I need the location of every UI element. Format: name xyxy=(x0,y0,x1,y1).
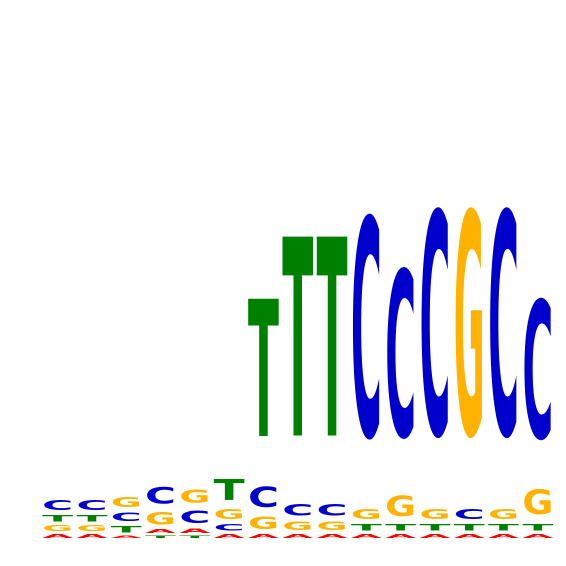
logo-letter-a: A xyxy=(248,533,279,539)
logo-letter-t: T xyxy=(111,524,143,535)
logo-letter-c: C xyxy=(179,507,210,527)
logo-letter-g: G xyxy=(351,507,382,522)
logo-letter-t: T xyxy=(351,522,383,533)
logo-letter-g: G xyxy=(454,152,485,507)
logo-letter-a: A xyxy=(76,533,107,539)
logo-letter-g: G xyxy=(214,507,245,522)
logo-letter-g: G xyxy=(488,507,519,522)
logo-letter-a: A xyxy=(385,533,416,539)
logo-letter-g: G xyxy=(111,495,142,510)
logo-letter-t: T xyxy=(454,522,486,533)
logo-letter-t: T xyxy=(419,522,451,533)
logo-letter-g: G xyxy=(317,519,348,533)
logo-letter-a: A xyxy=(419,533,450,539)
logo-letter-g: G xyxy=(76,524,107,533)
logo-letter-a: A xyxy=(111,535,142,540)
logo-letter-c: C xyxy=(522,264,553,483)
logo-letter-g: G xyxy=(248,513,279,533)
logo-letter-t: T xyxy=(214,474,245,507)
logo-letter-t: T xyxy=(179,534,210,539)
logo-letter-c: C xyxy=(76,498,107,513)
logo-letter-g: G xyxy=(419,507,450,522)
logo-letter-a: A xyxy=(145,528,176,534)
logo-letter-c: C xyxy=(385,224,416,490)
logo-letter-t: T xyxy=(317,183,348,501)
logo-letter-t: T xyxy=(522,522,554,533)
logo-letter-c: C xyxy=(111,510,142,524)
logo-letter-c: C xyxy=(145,483,176,509)
logo-letter-g: G xyxy=(385,490,416,522)
logo-letter-c: C xyxy=(351,160,382,507)
logo-letter-t: T xyxy=(42,513,74,524)
logo-letter-t: T xyxy=(248,263,279,482)
logo-letter-t: T xyxy=(282,183,313,501)
logo-letter-a: A xyxy=(317,533,348,539)
logo-letter-c: C xyxy=(317,501,348,520)
logo-letter-a: A xyxy=(454,533,485,539)
logo-letter-t: T xyxy=(76,513,108,524)
logo-letter-t: T xyxy=(145,534,176,539)
logo-letter-c: C xyxy=(214,523,245,533)
logo-letter-c: C xyxy=(42,498,73,513)
logo-letter-a: A xyxy=(42,533,73,539)
logo-letter-a: A xyxy=(351,533,382,539)
logo-letter-a: A xyxy=(282,533,313,539)
logo-letter-c: C xyxy=(248,482,279,513)
logo-letter-g: G xyxy=(42,524,73,533)
logo-letter-a: A xyxy=(214,533,245,539)
logo-letter-a: A xyxy=(522,533,553,539)
logo-letter-c: C xyxy=(454,508,485,523)
logo-letter-a: A xyxy=(179,527,211,535)
logo-letter-g: G xyxy=(179,486,210,507)
logo-letter-t: T xyxy=(385,522,417,533)
logo-letter-g: G xyxy=(145,509,176,529)
logo-letter-g: G xyxy=(522,484,553,523)
logo-letter-a: A xyxy=(488,533,519,539)
logo-letter-c: C xyxy=(419,152,450,506)
logo-letter-g: G xyxy=(282,519,313,533)
logo-letter-c: C xyxy=(488,152,519,506)
logo-letter-c: C xyxy=(282,501,313,520)
logo-letter-t: T xyxy=(488,522,520,533)
